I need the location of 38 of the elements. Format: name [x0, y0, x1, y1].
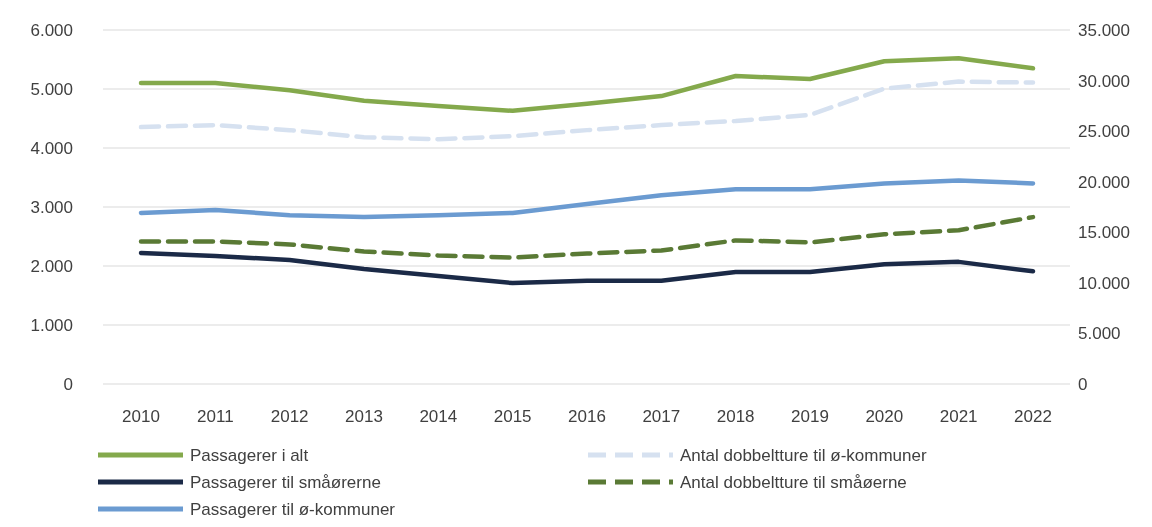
x-tick-label: 2017 [642, 406, 681, 426]
x-tick-label: 2015 [493, 406, 532, 426]
x-tick-label: 2012 [270, 406, 309, 426]
y-tick-label: 3.000 [30, 197, 73, 217]
legend-label: Antal dobbeltture til ø-kommuner [680, 445, 927, 465]
line-series [138, 79, 1036, 142]
x-tick-label: 2016 [568, 406, 606, 426]
x-tick-label: 2021 [939, 406, 978, 426]
x-tick-label: 2014 [419, 406, 458, 426]
y2-tick-label: 35.000 [1078, 20, 1130, 40]
y-tick-label: 4.000 [30, 138, 73, 158]
legend-label: Passagerer til småørerne [190, 472, 381, 492]
x-tick-label: 2022 [1014, 406, 1052, 426]
y2-tick-label: 25.000 [1078, 122, 1130, 142]
x-tick-label: 2013 [345, 406, 383, 426]
y-tick-label: 6.000 [30, 20, 73, 40]
y-tick-label: 0 [63, 374, 73, 394]
x-tick-label: 2020 [865, 406, 904, 426]
line-series [138, 250, 1036, 286]
x-tick-label: 2018 [716, 406, 755, 426]
line-series [138, 56, 1036, 114]
y2-tick-label: 5.000 [1078, 324, 1121, 344]
x-tick-label: 2011 [197, 406, 234, 426]
x-tick-label: 2010 [122, 406, 160, 426]
legend-label: Antal dobbeltture til småøerne [680, 472, 907, 492]
y2-tick-label: 20.000 [1078, 172, 1130, 192]
y2-tick-label: 30.000 [1078, 71, 1130, 91]
y-tick-label: 2.000 [30, 256, 73, 276]
y2-tick-label: 0 [1078, 374, 1088, 394]
x-tick-label: 2019 [791, 406, 829, 426]
legend-label: Passagerer til ø-kommuner [190, 499, 396, 519]
line-series [138, 178, 1036, 220]
line-series [138, 214, 1036, 260]
legend-label: Passagerer i alt [190, 445, 309, 465]
y2-tick-label: 15.000 [1078, 223, 1130, 243]
y-tick-label: 1.000 [30, 315, 73, 335]
y-tick-label: 5.000 [30, 79, 73, 99]
y2-tick-label: 10.000 [1078, 273, 1130, 293]
